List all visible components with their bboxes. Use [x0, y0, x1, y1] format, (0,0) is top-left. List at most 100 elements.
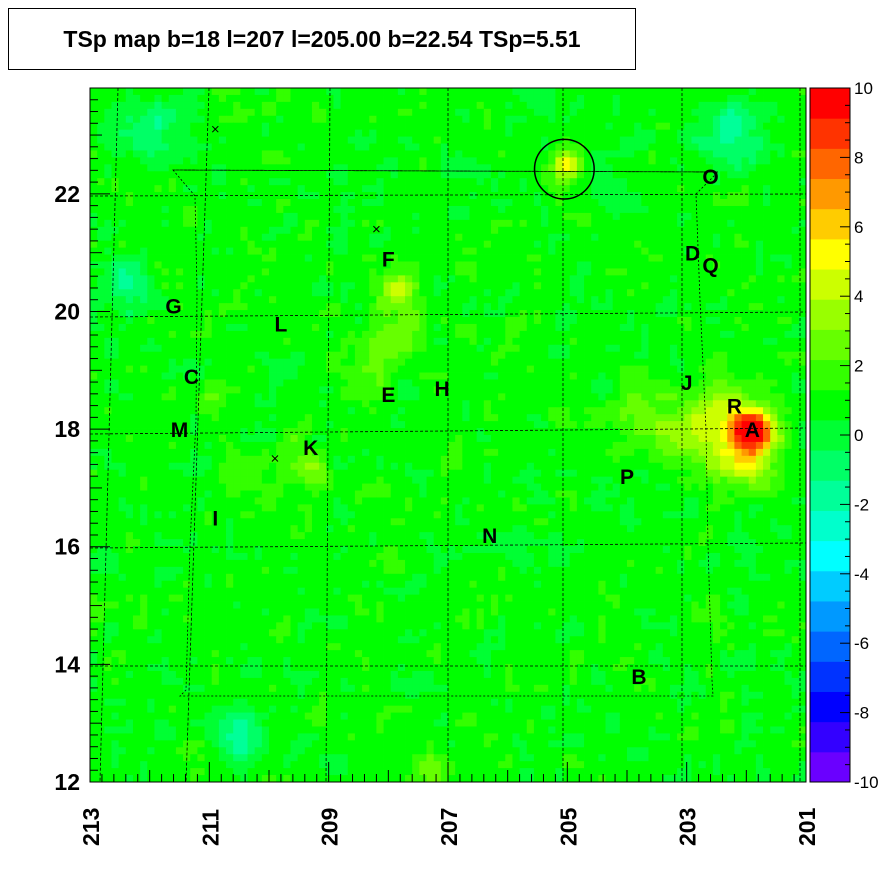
heatmap-cell	[154, 185, 162, 193]
heatmap-cell	[677, 261, 685, 269]
heatmap-cell	[97, 129, 105, 137]
heatmap-cell	[197, 400, 205, 408]
heatmap-cell	[326, 275, 334, 283]
heatmap-cell	[347, 150, 356, 158]
heatmap-cell	[483, 129, 492, 137]
heatmap-cell	[691, 88, 699, 96]
heatmap-cell	[483, 365, 492, 373]
heatmap-cell	[175, 407, 184, 415]
heatmap-cell	[677, 275, 685, 283]
heatmap-cell	[297, 323, 306, 332]
heatmap-cell	[476, 372, 485, 380]
heatmap-cell	[283, 101, 291, 110]
heatmap-cell	[297, 330, 306, 339]
heatmap-cell	[340, 337, 349, 346]
heatmap-cell	[125, 101, 134, 110]
heatmap-cell	[383, 421, 392, 429]
heatmap-cell	[455, 303, 463, 311]
heatmap-cell	[376, 358, 384, 366]
heatmap-cell	[498, 296, 506, 304]
heatmap-cell	[233, 88, 241, 96]
heatmap-cell	[605, 379, 614, 387]
heatmap-cell	[519, 205, 528, 214]
heatmap-cell	[233, 247, 241, 255]
heatmap-cell	[798, 254, 807, 262]
heatmap-cell	[440, 199, 449, 207]
heatmap-cell	[111, 365, 120, 373]
heatmap-cell	[311, 275, 320, 283]
heatmap-cell	[426, 199, 435, 207]
heatmap-cell	[748, 171, 757, 179]
heatmap-cell	[627, 310, 635, 318]
heatmap-cell	[226, 157, 234, 165]
heatmap-cell	[505, 337, 513, 346]
heatmap-cell	[390, 344, 399, 353]
heatmap-cell	[569, 351, 578, 360]
heatmap-cell	[354, 393, 363, 401]
heatmap-cell	[541, 212, 549, 221]
heatmap-cell	[605, 421, 614, 429]
heatmap-cell	[798, 268, 807, 276]
heatmap-cell	[627, 108, 635, 117]
heatmap-cell	[254, 143, 263, 151]
heatmap-cell	[483, 414, 492, 422]
heatmap-cell	[669, 310, 678, 318]
heatmap-cell	[111, 344, 120, 353]
heatmap-cell	[290, 122, 299, 131]
heatmap-cell	[97, 317, 105, 325]
heatmap-cell	[591, 101, 599, 110]
heatmap-cell	[104, 192, 112, 200]
heatmap-cell	[397, 150, 406, 158]
heatmap-cell	[362, 122, 370, 131]
heatmap-cell	[619, 261, 628, 269]
heatmap-cell	[741, 275, 750, 283]
heatmap-cell	[269, 178, 277, 186]
heatmap-cell	[648, 171, 657, 179]
heatmap-cell	[770, 219, 778, 228]
heatmap-cell	[612, 254, 621, 262]
heatmap-cell	[297, 185, 306, 193]
heatmap-cell	[161, 310, 170, 318]
heatmap-cell	[655, 143, 664, 151]
heatmap-cell	[304, 323, 313, 332]
heatmap-cell	[533, 275, 542, 283]
heatmap-cell	[691, 199, 699, 207]
heatmap-cell	[720, 101, 728, 110]
heatmap-cell	[791, 129, 800, 137]
heatmap-cell	[727, 240, 735, 249]
heatmap-cell	[734, 233, 742, 242]
heatmap-cell	[755, 358, 764, 366]
heatmap-cell	[154, 393, 162, 401]
heatmap-cell	[276, 150, 284, 158]
heatmap-cell	[519, 136, 528, 144]
heatmap-cell	[383, 157, 392, 165]
heatmap-cell	[455, 101, 463, 110]
heatmap-cell	[469, 192, 478, 200]
heatmap-cell	[211, 289, 220, 297]
heatmap-cell	[712, 393, 721, 401]
heatmap-cell	[483, 219, 492, 228]
heatmap-cell	[383, 261, 392, 269]
heatmap-cell	[125, 365, 134, 373]
heatmap-cell	[684, 379, 692, 387]
heatmap-cell	[627, 386, 635, 394]
heatmap-cell	[118, 108, 127, 117]
heatmap-cell	[634, 289, 642, 297]
heatmap-cell	[727, 268, 735, 276]
heatmap-cell	[734, 178, 742, 186]
heatmap-cell	[412, 192, 420, 200]
heatmap-cell	[677, 192, 685, 200]
heatmap-cell	[755, 88, 764, 96]
heatmap-cell	[362, 212, 370, 221]
heatmap-cell	[677, 150, 685, 158]
heatmap-cell	[197, 205, 205, 214]
heatmap-cell	[755, 337, 764, 346]
heatmap-cell	[490, 303, 499, 311]
heatmap-cell	[512, 171, 520, 179]
heatmap-cell	[541, 88, 549, 96]
heatmap-cell	[634, 372, 642, 380]
heatmap-cell	[362, 268, 370, 276]
heatmap-cell	[304, 185, 313, 193]
heatmap-cell	[269, 344, 277, 353]
heatmap-cell	[584, 178, 592, 186]
